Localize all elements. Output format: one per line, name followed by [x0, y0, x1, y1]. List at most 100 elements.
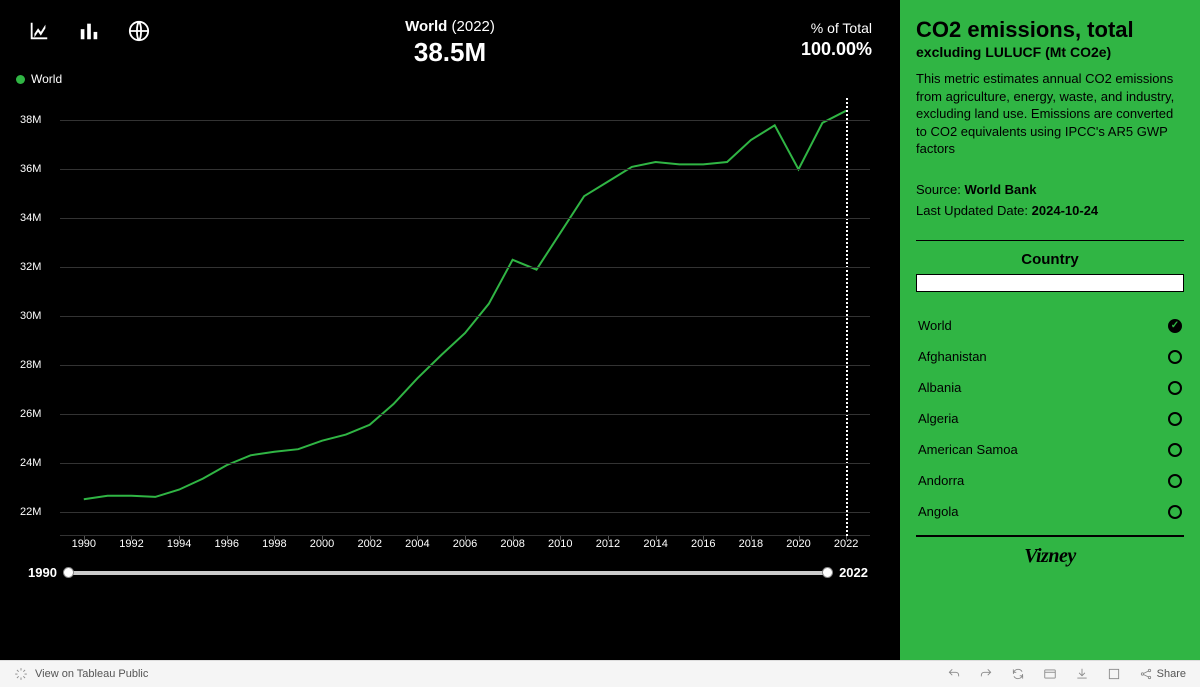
x-axis-label: 1992	[119, 538, 143, 550]
country-name: World	[918, 318, 952, 333]
grid-line	[60, 463, 870, 464]
pct-title: % of Total 100.00%	[801, 20, 872, 60]
globe-icon[interactable]	[128, 20, 150, 47]
sidebar-subtitle: excluding LULUCF (Mt CO2e)	[916, 44, 1184, 60]
slider-knob-right[interactable]	[822, 567, 833, 578]
chart-area[interactable]: 1990 2022 22M 24M 26M 28M 30M 32M 34M 36M 38M 199…	[12, 86, 884, 586]
country-search-input[interactable]	[916, 274, 1184, 292]
redo-icon[interactable]	[979, 667, 993, 681]
x-axis-label: 1996	[215, 538, 239, 550]
y-axis-label: 34M	[20, 212, 41, 224]
y-axis-label: 36M	[20, 163, 41, 175]
legend-label: World	[31, 72, 62, 86]
divider	[916, 240, 1184, 241]
legend-dot	[16, 75, 25, 84]
x-axis-label: 1998	[262, 538, 286, 550]
y-axis-label: 26M	[20, 408, 41, 420]
x-axis-label: 2018	[739, 538, 763, 550]
y-axis-label: 22M	[20, 506, 41, 518]
x-axis-label: 2012	[596, 538, 620, 550]
share-button[interactable]: Share	[1139, 667, 1186, 681]
country-name: Albania	[918, 380, 961, 395]
country-radio[interactable]	[1168, 412, 1182, 426]
sidebar-description: This metric estimates annual CO2 emissio…	[916, 70, 1184, 168]
download-icon[interactable]	[1075, 667, 1089, 681]
brand-logo: Vizney	[916, 545, 1184, 568]
brand-divider	[916, 535, 1184, 537]
country-radio[interactable]	[1168, 505, 1182, 519]
y-axis-label: 24M	[20, 457, 41, 469]
country-row[interactable]: American Samoa	[916, 434, 1184, 465]
country-row[interactable]: Andorra	[916, 465, 1184, 496]
marker-line	[846, 98, 848, 536]
fullscreen-icon[interactable]	[1107, 667, 1121, 681]
country-row[interactable]: Algeria	[916, 403, 1184, 434]
sidebar-title: CO2 emissions, total	[916, 18, 1184, 42]
line-chart-icon[interactable]	[28, 20, 50, 47]
country-name: Andorra	[918, 473, 964, 488]
grid-line	[60, 218, 870, 219]
country-name: Angola	[918, 504, 958, 519]
country-radio[interactable]	[1168, 443, 1182, 457]
grid-line	[60, 316, 870, 317]
y-axis-label: 30M	[20, 310, 41, 322]
slider-track[interactable]	[65, 571, 831, 575]
grid-line	[60, 169, 870, 170]
country-name: Algeria	[918, 411, 958, 426]
updated-line: Last Updated Date: 2024-10-24	[916, 203, 1184, 218]
toolbar: World (2022) 38.5M % of Total 100.00%	[0, 0, 900, 68]
pct-label: % of Total	[801, 20, 872, 36]
x-axis-label: 2016	[691, 538, 715, 550]
slider-min-label: 1990	[28, 565, 57, 580]
slider-max-label: 2022	[839, 565, 868, 580]
legend: World	[0, 68, 900, 86]
country-radio[interactable]	[1168, 350, 1182, 364]
country-row[interactable]: Angola	[916, 496, 1184, 527]
country-name: Afghanistan	[918, 349, 987, 364]
main-panel: World (2022) 38.5M % of Total 100.00% Wo…	[0, 0, 900, 660]
y-axis-label: 28M	[20, 359, 41, 371]
country-list: World Afghanistan Albania Algeria American S…	[916, 310, 1184, 527]
tableau-link[interactable]: View on Tableau Public	[14, 667, 148, 681]
slider-knob-left[interactable]	[63, 567, 74, 578]
pct-value: 100.00%	[801, 39, 872, 60]
country-row[interactable]: World	[916, 310, 1184, 341]
grid-line	[60, 267, 870, 268]
bar-chart-icon[interactable]	[78, 20, 100, 47]
x-axis-label: 1990	[72, 538, 96, 550]
x-axis-label: 2010	[548, 538, 572, 550]
x-axis-label: 2002	[357, 538, 381, 550]
grid-line	[60, 120, 870, 121]
grid-line	[60, 512, 870, 513]
country-radio[interactable]	[1168, 319, 1182, 333]
footer: View on Tableau Public Share	[0, 660, 1200, 687]
grid-line	[60, 414, 870, 415]
chart-title: World (2022) 38.5M	[405, 18, 495, 68]
grid-line	[60, 365, 870, 366]
tableau-icon	[14, 667, 28, 681]
x-axis-label: 2006	[453, 538, 477, 550]
country-header: Country	[916, 251, 1184, 268]
y-axis-label: 32M	[20, 261, 41, 273]
undo-icon[interactable]	[947, 667, 961, 681]
country-name: American Samoa	[918, 442, 1018, 457]
x-axis-label: 2008	[500, 538, 524, 550]
refresh-icon[interactable]	[1011, 667, 1025, 681]
x-axis-label: 2022	[834, 538, 858, 550]
x-axis-label: 2014	[643, 538, 667, 550]
source-line: Source: World Bank	[916, 182, 1184, 197]
country-row[interactable]: Afghanistan	[916, 341, 1184, 372]
title-year: (2022)	[452, 18, 495, 35]
x-axis-label: 2020	[786, 538, 810, 550]
title-location: World	[405, 18, 447, 35]
country-row[interactable]: Albania	[916, 372, 1184, 403]
x-axis-label: 2004	[405, 538, 429, 550]
share-icon	[1139, 667, 1153, 681]
country-radio[interactable]	[1168, 474, 1182, 488]
x-axis-label: 1994	[167, 538, 191, 550]
x-axis-label: 2000	[310, 538, 334, 550]
window-icon[interactable]	[1043, 667, 1057, 681]
time-slider[interactable]: 1990 2022	[28, 565, 868, 580]
y-axis-label: 38M	[20, 114, 41, 126]
country-radio[interactable]	[1168, 381, 1182, 395]
